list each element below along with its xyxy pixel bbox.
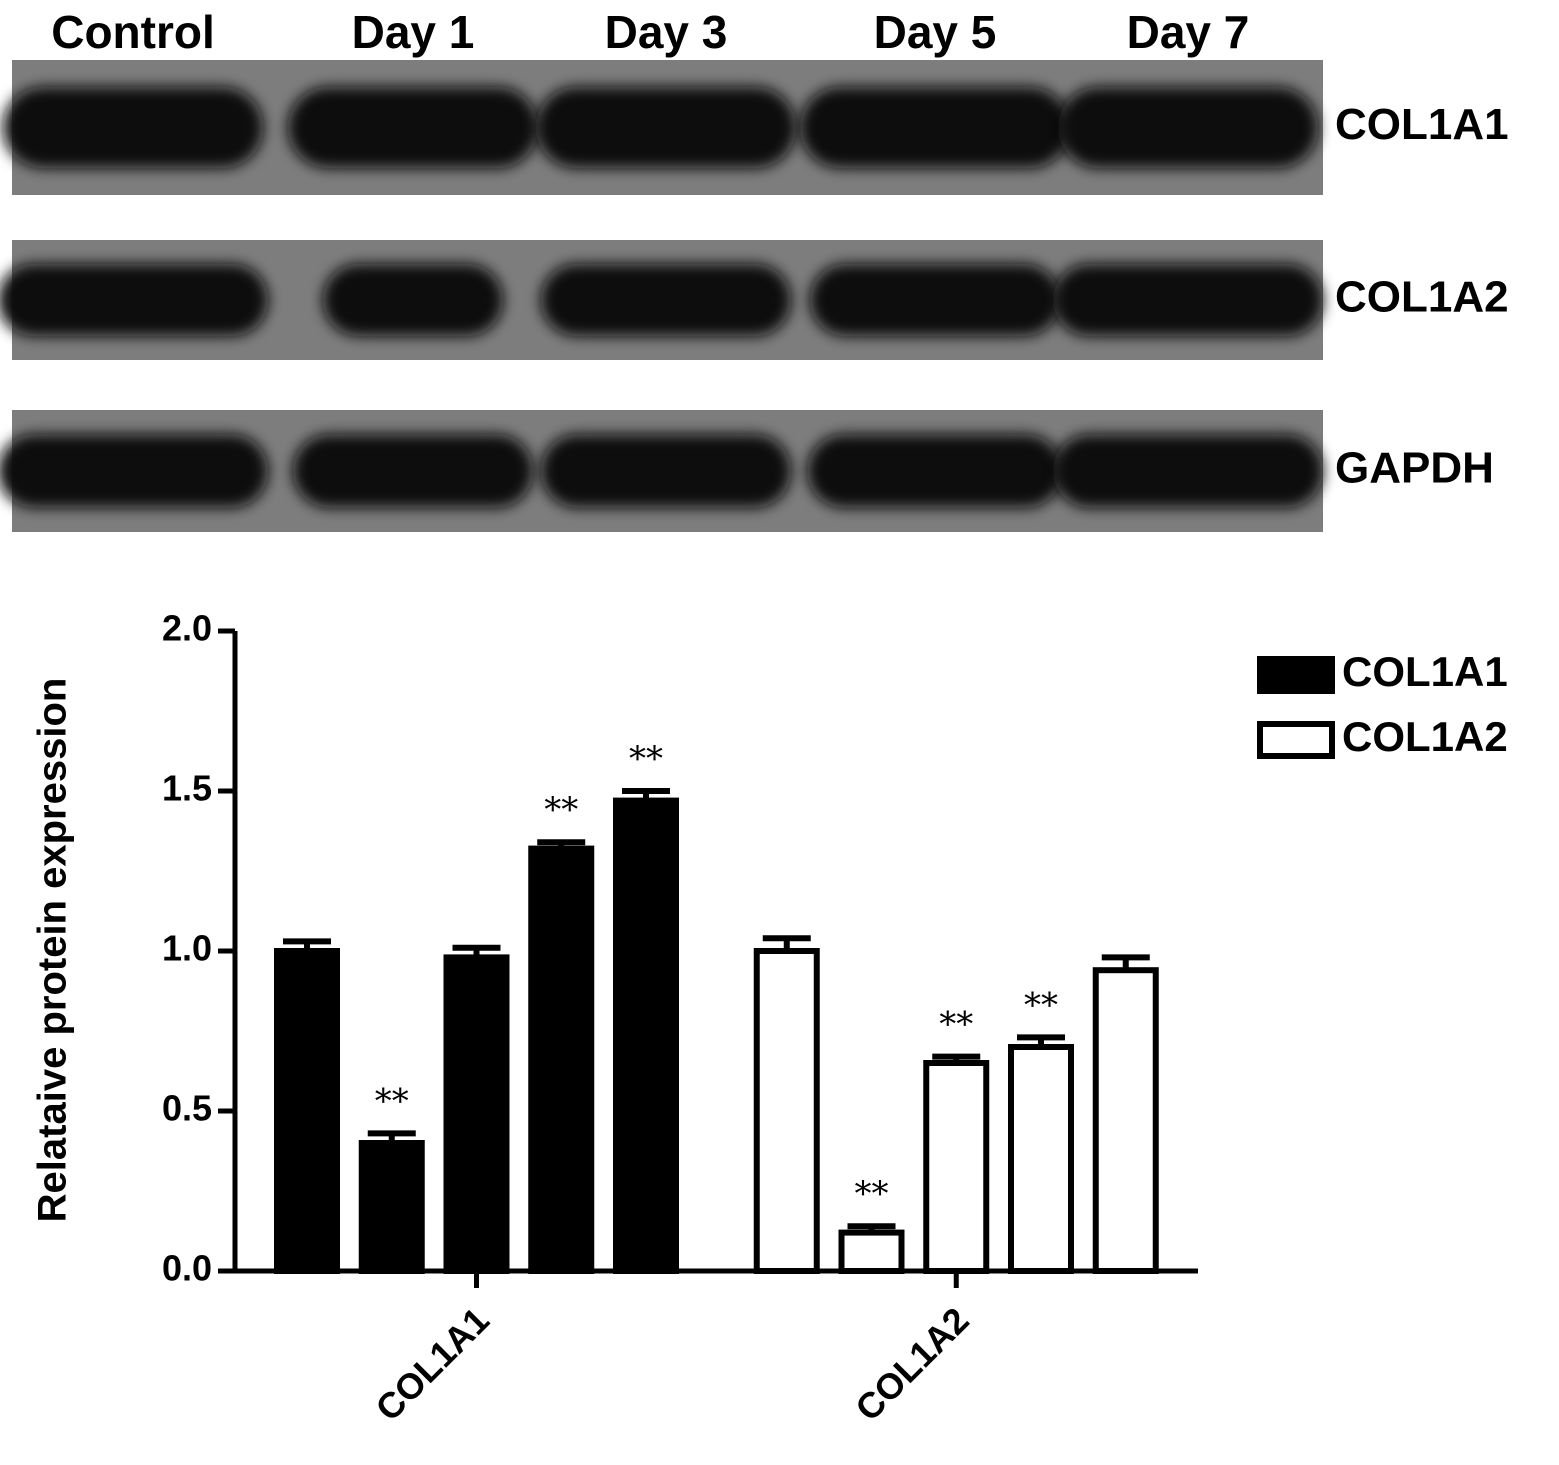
blot-band [1058,87,1318,168]
significance-mark: ** [1024,985,1058,1025]
blot-band [807,434,1063,508]
lane-label: Day 3 [605,6,728,58]
blot-band [541,434,791,508]
blot-band [536,87,796,168]
lane-label: Control [51,6,215,58]
blot-band [323,264,503,336]
band-label: COL1A1 [1335,100,1509,149]
bar [923,1060,990,1274]
y-tick-label: 1.5 [162,768,212,809]
blot-band [800,87,1070,168]
significance-mark: ** [939,1005,973,1045]
y-tick-label: 0.5 [162,1088,212,1129]
lane-label: Day 5 [874,6,997,58]
band-label: COL1A2 [1335,273,1509,322]
significance-mark: ** [544,790,578,830]
blot-band [3,87,263,168]
bar [358,1140,425,1274]
y-axis-title: Relataive protein expression [31,678,75,1223]
significance-mark: ** [855,1174,889,1214]
blot-band [810,264,1060,336]
blot-band [288,87,538,168]
blot-band [0,264,268,336]
significance-mark: ** [375,1081,409,1121]
significance-mark: ** [629,739,663,779]
lane-label: Day 7 [1127,6,1250,58]
legend-label: COL1A1 [1342,648,1508,695]
bar [838,1229,905,1274]
legend-label: COL1A2 [1342,713,1508,760]
band-label: GAPDH [1335,444,1494,493]
blot-band [541,264,791,336]
y-tick-label: 0.0 [162,1248,212,1289]
blot-band [1053,264,1323,336]
bar [274,948,340,1274]
y-tick-label: 1.0 [162,928,212,969]
x-tick-label: COL1A1 [367,1299,496,1428]
bar [528,845,595,1274]
bar [613,797,679,1274]
blot-band [293,434,533,508]
bar [443,954,510,1275]
bar [1008,1044,1074,1274]
bar [1092,967,1159,1274]
lane-label: Day 1 [352,6,475,58]
blot-band [0,434,268,508]
bar [753,948,820,1274]
legend-swatch [1257,656,1335,694]
blot-band [1053,434,1323,508]
legend-swatch [1257,721,1335,759]
x-tick-label: COL1A2 [847,1299,976,1428]
y-tick-label: 2.0 [162,608,212,649]
